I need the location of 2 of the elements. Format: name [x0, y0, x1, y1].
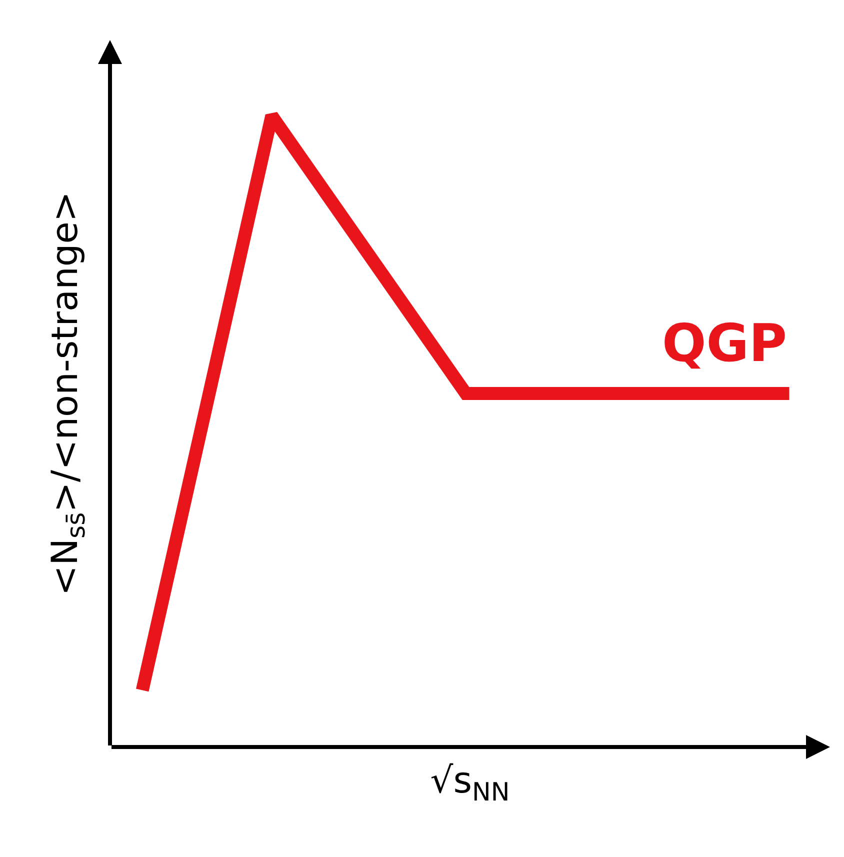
x-axis-title: √s$_{NN}$ — [430, 760, 510, 806]
series-label: QGP — [662, 314, 787, 374]
